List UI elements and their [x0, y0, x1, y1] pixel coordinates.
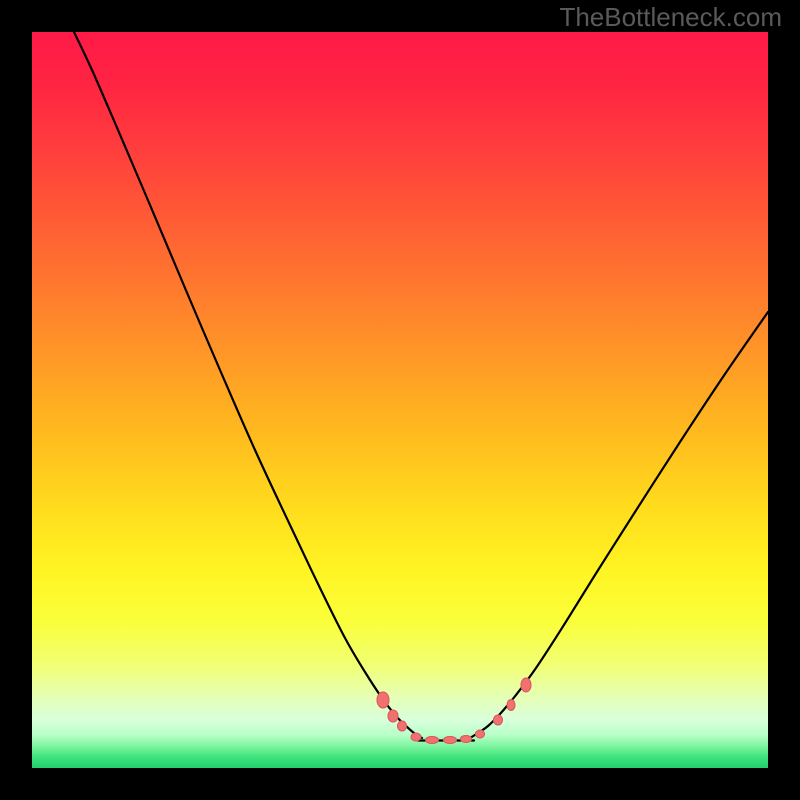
data-marker: [507, 699, 516, 711]
data-marker: [397, 721, 407, 732]
chart-frame: TheBottleneck.com: [0, 0, 800, 800]
curve-path: [470, 312, 768, 738]
data-marker: [388, 710, 399, 723]
data-marker: [521, 678, 532, 693]
data-marker: [443, 736, 457, 744]
data-marker: [460, 735, 472, 743]
watermark-text: TheBottleneck.com: [559, 2, 782, 33]
curve-path: [74, 32, 422, 738]
data-marker: [377, 692, 390, 709]
data-marker: [425, 736, 439, 744]
data-marker: [493, 715, 503, 726]
data-marker: [475, 730, 485, 739]
curve-layer: [0, 0, 800, 800]
data-marker: [411, 733, 422, 742]
